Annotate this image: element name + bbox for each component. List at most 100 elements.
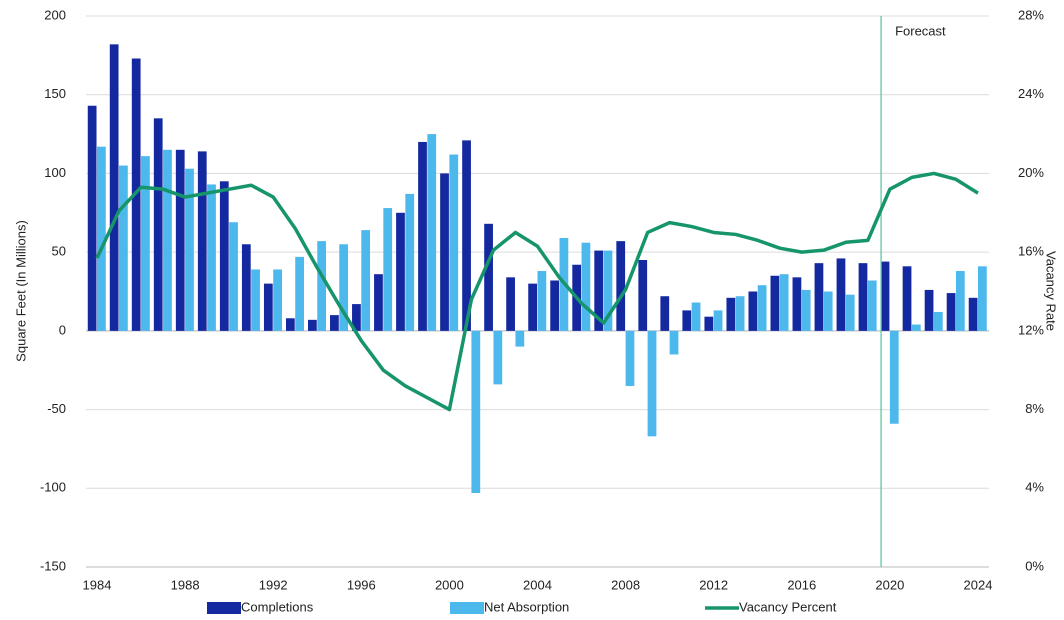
bar <box>515 330 525 347</box>
bar <box>197 151 207 331</box>
bar <box>603 250 613 331</box>
x-tick-label: 2016 <box>787 577 816 592</box>
legend-swatch <box>450 602 484 614</box>
bar <box>581 242 591 331</box>
bar <box>330 315 339 331</box>
bar <box>616 241 626 331</box>
bar <box>251 269 260 331</box>
bar <box>207 184 216 331</box>
bar <box>493 330 503 385</box>
bar <box>141 156 150 331</box>
bar <box>823 291 833 331</box>
bar <box>285 318 295 331</box>
bar <box>757 285 767 331</box>
bar <box>471 330 481 494</box>
bar <box>946 293 956 331</box>
bar <box>295 256 304 331</box>
bar <box>339 244 349 331</box>
bar <box>484 223 493 331</box>
bar <box>770 275 780 331</box>
line <box>95 171 979 412</box>
bar <box>977 266 987 331</box>
bar <box>175 149 185 331</box>
bar <box>647 330 657 437</box>
bar <box>880 261 890 331</box>
x-tick-label: 2004 <box>523 577 552 592</box>
bar <box>153 118 163 331</box>
bar <box>163 149 172 331</box>
bar <box>537 271 547 331</box>
y2-tick-label: 12% <box>1018 322 1044 337</box>
bar <box>902 266 912 331</box>
bar <box>968 297 978 331</box>
legend-label: Completions <box>241 599 314 614</box>
legend-label: Net Absorption <box>484 599 569 614</box>
bar <box>308 319 317 331</box>
bar <box>858 263 868 331</box>
bar <box>594 250 604 331</box>
bar <box>779 274 789 331</box>
bar <box>911 324 921 331</box>
bar <box>691 302 701 331</box>
y2-tick-label: 16% <box>1018 244 1044 259</box>
bar <box>241 244 251 331</box>
y2-tick-label: 24% <box>1018 86 1044 101</box>
bar <box>374 274 383 331</box>
y2-tick-label: 28% <box>1018 7 1044 22</box>
y-tick-label: 100 <box>44 165 66 180</box>
bar <box>361 230 371 331</box>
y2-tick-label: 8% <box>1025 401 1044 416</box>
y2-tick-label: 4% <box>1025 480 1044 495</box>
x-tick-label: 2000 <box>435 577 464 592</box>
x-tick-label: 2008 <box>611 577 640 592</box>
y-tick-label: 150 <box>44 86 66 101</box>
bar <box>97 146 106 331</box>
legend-label: Vacancy Percent <box>739 599 837 614</box>
bar <box>418 141 427 331</box>
bar <box>229 222 238 331</box>
bar <box>383 208 393 331</box>
bar <box>924 289 934 331</box>
bar <box>550 280 560 331</box>
bar <box>449 154 459 331</box>
bar <box>119 165 128 331</box>
bar <box>726 297 736 331</box>
bar <box>273 269 282 331</box>
bar <box>440 173 449 331</box>
bar <box>506 277 515 331</box>
bar <box>660 296 670 331</box>
y-tick-label: 0 <box>59 322 66 337</box>
bar <box>528 283 537 331</box>
bar <box>713 310 723 331</box>
bar <box>219 181 229 331</box>
x-tick-label: 2020 <box>875 577 904 592</box>
x-tick-label: 2024 <box>964 577 993 592</box>
x-tick-label: 1984 <box>83 577 112 592</box>
forecast-label: Forecast <box>895 23 946 38</box>
bar <box>814 263 824 331</box>
y2-tick-label: 0% <box>1025 558 1044 573</box>
bar <box>801 289 811 331</box>
bar <box>792 277 802 331</box>
bar <box>625 330 635 386</box>
x-tick-label: 2012 <box>699 577 728 592</box>
y2-axis-label: Vacancy Rate <box>1044 251 1059 331</box>
bar <box>405 193 415 331</box>
bar <box>352 304 361 331</box>
y-tick-label: -150 <box>40 558 66 573</box>
bar <box>845 294 855 331</box>
y2-tick-label: 20% <box>1018 165 1044 180</box>
x-tick-label: 1992 <box>259 577 288 592</box>
bar <box>889 330 899 424</box>
x-tick-label: 1988 <box>171 577 200 592</box>
bar <box>263 283 273 331</box>
y-tick-label: -50 <box>47 401 66 416</box>
y-tick-label: 200 <box>44 7 66 22</box>
bar <box>462 140 471 331</box>
bar <box>427 134 437 331</box>
bar <box>955 271 965 331</box>
bar <box>704 316 714 331</box>
bar <box>735 296 745 331</box>
bar <box>109 44 119 331</box>
